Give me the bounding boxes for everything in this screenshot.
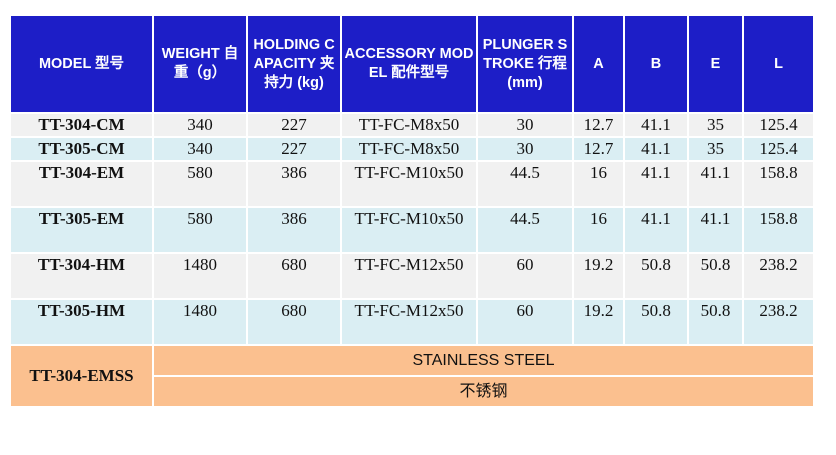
material-en: STAINLESS STEEL xyxy=(154,346,813,375)
header-b: B xyxy=(625,16,687,112)
cell-b: 41.1 xyxy=(625,208,687,252)
cell-accessory: TT-FC-M10x50 xyxy=(342,162,476,206)
cell-b: 41.1 xyxy=(625,114,687,136)
stainless-row: TT-304-EMSS STAINLESS STEEL xyxy=(11,346,813,406)
cell-holding: 227 xyxy=(248,138,340,160)
cell-accessory: TT-FC-M12x50 xyxy=(342,254,476,298)
cell-holding: 227 xyxy=(248,114,340,136)
cell-accessory: TT-FC-M8x50 xyxy=(342,138,476,160)
cell-l: 238.2 xyxy=(744,254,813,298)
spec-table: MODEL 型号 WEIGHT 自重（g） HOLDING CAPACITY 夹… xyxy=(9,14,815,408)
table-row: TT-304-EM 580 386 TT-FC-M10x50 44.5 16 4… xyxy=(11,162,813,206)
material-cn: 不锈钢 xyxy=(154,377,813,406)
header-e: E xyxy=(689,16,742,112)
cell-a: 19.2 xyxy=(574,300,623,344)
cell-stroke: 44.5 xyxy=(478,162,572,206)
cell-model: TT-305-EM xyxy=(11,208,152,252)
header-a: A xyxy=(574,16,623,112)
cell-b: 50.8 xyxy=(625,254,687,298)
cell-holding: 680 xyxy=(248,254,340,298)
cell-accessory: TT-FC-M8x50 xyxy=(342,114,476,136)
cell-a: 16 xyxy=(574,162,623,206)
cell-weight: 1480 xyxy=(154,300,246,344)
cell-e: 41.1 xyxy=(689,208,742,252)
cell-e: 35 xyxy=(689,114,742,136)
cell-weight: 580 xyxy=(154,162,246,206)
table-row: TT-305-HM 1480 680 TT-FC-M12x50 60 19.2 … xyxy=(11,300,813,344)
table-row: TT-304-CM 340 227 TT-FC-M8x50 30 12.7 41… xyxy=(11,114,813,136)
stainless-row-cn: 不锈钢 xyxy=(11,377,813,406)
cell-stroke: 30 xyxy=(478,114,572,136)
cell-b: 41.1 xyxy=(625,162,687,206)
cell-b: 50.8 xyxy=(625,300,687,344)
cell-stroke: 30 xyxy=(478,138,572,160)
cell-a: 12.7 xyxy=(574,138,623,160)
table-row: TT-304-HM 1480 680 TT-FC-M12x50 60 19.2 … xyxy=(11,254,813,298)
cell-accessory: TT-FC-M10x50 xyxy=(342,208,476,252)
header-plunger-stroke: PLUNGER STROKE 行程(mm) xyxy=(478,16,572,112)
cell-a: 12.7 xyxy=(574,114,623,136)
header-row: MODEL 型号 WEIGHT 自重（g） HOLDING CAPACITY 夹… xyxy=(11,16,813,112)
cell-b: 41.1 xyxy=(625,138,687,160)
cell-weight: 340 xyxy=(154,114,246,136)
header-holding-capacity: HOLDING CAPACITY 夹持力 (kg) xyxy=(248,16,340,112)
cell-model: TT-305-HM xyxy=(11,300,152,344)
header-l: L xyxy=(744,16,813,112)
table-row: TT-305-CM 340 227 TT-FC-M8x50 30 12.7 41… xyxy=(11,138,813,160)
cell-e: 41.1 xyxy=(689,162,742,206)
cell-a: 16 xyxy=(574,208,623,252)
cell-stroke: 60 xyxy=(478,254,572,298)
header-model: MODEL 型号 xyxy=(11,16,152,112)
cell-model: TT-304-EM xyxy=(11,162,152,206)
cell-accessory: TT-FC-M12x50 xyxy=(342,300,476,344)
cell-holding: 386 xyxy=(248,162,340,206)
cell-model-stainless: TT-304-EMSS xyxy=(11,346,152,406)
header-accessory-model: ACCESSORY MODEL 配件型号 xyxy=(342,16,476,112)
cell-holding: 680 xyxy=(248,300,340,344)
cell-weight: 1480 xyxy=(154,254,246,298)
cell-e: 50.8 xyxy=(689,254,742,298)
cell-model: TT-304-CM xyxy=(11,114,152,136)
cell-l: 158.8 xyxy=(744,208,813,252)
cell-l: 125.4 xyxy=(744,114,813,136)
table-row: TT-305-EM 580 386 TT-FC-M10x50 44.5 16 4… xyxy=(11,208,813,252)
cell-e: 50.8 xyxy=(689,300,742,344)
cell-l: 158.8 xyxy=(744,162,813,206)
cell-l: 125.4 xyxy=(744,138,813,160)
header-weight: WEIGHT 自重（g） xyxy=(154,16,246,112)
cell-weight: 340 xyxy=(154,138,246,160)
cell-stroke: 60 xyxy=(478,300,572,344)
cell-a: 19.2 xyxy=(574,254,623,298)
cell-stroke: 44.5 xyxy=(478,208,572,252)
cell-weight: 580 xyxy=(154,208,246,252)
cell-model: TT-304-HM xyxy=(11,254,152,298)
cell-e: 35 xyxy=(689,138,742,160)
cell-holding: 386 xyxy=(248,208,340,252)
cell-model: TT-305-CM xyxy=(11,138,152,160)
cell-l: 238.2 xyxy=(744,300,813,344)
